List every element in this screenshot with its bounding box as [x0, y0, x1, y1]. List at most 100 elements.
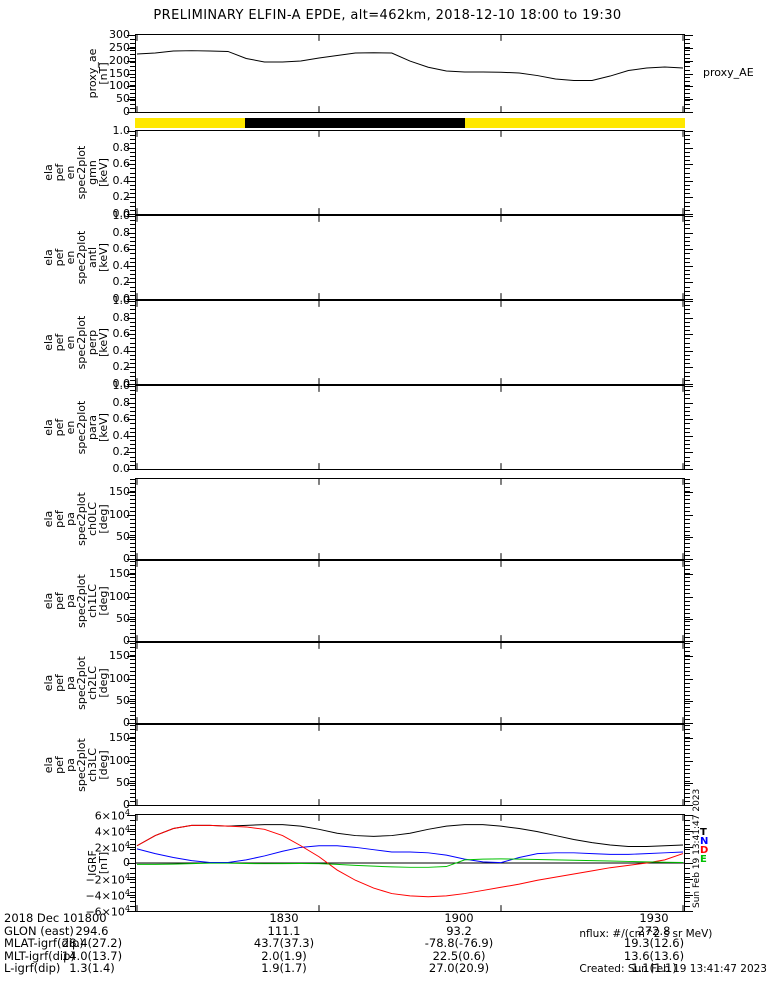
- ytick-mark: [685, 847, 693, 848]
- ytick-minor: [685, 50, 690, 51]
- ytick-minor: [685, 228, 690, 229]
- ytick-minor: [685, 765, 690, 766]
- axis-title-igrf: IGRF [nT]: [86, 814, 110, 912]
- ytick-minor: [130, 148, 135, 149]
- axis-title-line: [deg]: [97, 750, 110, 780]
- ytick-minor: [130, 66, 135, 67]
- ytick-minor: [130, 305, 135, 306]
- ytick-mark: [685, 61, 693, 62]
- ephemeris-table: 2018 Dec 10 1800 1830 1900 1930 GLON (east) 29…: [4, 912, 772, 975]
- ytick-minor: [685, 351, 690, 352]
- ytick-minor: [130, 428, 135, 429]
- table-cell: -78.8(-76.9): [424, 936, 494, 951]
- ytick-minor: [130, 173, 135, 174]
- ytick-minor: [685, 330, 690, 331]
- ytick-label-igrf-3: 0: [38, 857, 130, 868]
- ytick-label-pa_ch1lc-3: 0: [38, 635, 130, 646]
- ytick-minor: [685, 519, 690, 520]
- ytick-minor: [130, 499, 135, 500]
- ytick-minor: [685, 202, 690, 203]
- ytick-minor: [130, 347, 135, 348]
- ytick-minor: [130, 407, 135, 408]
- ytick-minor: [685, 85, 690, 86]
- ytick-minor: [130, 448, 135, 449]
- ytick-label-igrf-4: −2×104: [85, 872, 130, 887]
- ytick-minor: [130, 432, 135, 433]
- ytick-minor: [130, 131, 135, 132]
- ytick-minor: [685, 216, 690, 217]
- ytick-minor: [130, 543, 135, 544]
- ytick-minor: [130, 687, 135, 688]
- ytick-minor: [130, 667, 135, 668]
- ytick-label-en_para-2: 0.6: [112, 412, 131, 426]
- ytick-minor: [130, 220, 135, 221]
- ytick-minor: [685, 777, 690, 778]
- axis-title-proxy_ae: proxy_ae [nT]: [86, 34, 110, 113]
- table-cell: 93.2: [446, 923, 472, 938]
- ytick-minor: [685, 761, 690, 762]
- ytick-minor: [685, 613, 690, 614]
- ytick-minor: [685, 43, 690, 44]
- ytick-minor: [685, 428, 690, 429]
- ytick-minor: [685, 551, 690, 552]
- table-cell: 14.0(13.7): [61, 948, 123, 963]
- ytick-minor: [130, 707, 135, 708]
- ytick-minor: [130, 224, 135, 225]
- ytick-minor: [685, 347, 690, 348]
- ytick-minor: [130, 139, 135, 140]
- ytick-minor: [685, 237, 690, 238]
- igrf-legend-item-D: D: [700, 845, 709, 856]
- ytick-minor: [130, 733, 135, 734]
- table-row-label: 2018 Dec 10: [4, 911, 78, 925]
- ytick-minor: [685, 54, 690, 55]
- ytick-minor: [130, 152, 135, 153]
- ytick-label-en_gmn-3: 0.4: [112, 173, 131, 187]
- ytick-minor: [130, 777, 135, 778]
- footer-notes: nflux: #/(cm^2 s sr MeV) Created: Sun Fe…: [579, 906, 767, 998]
- ytick-minor: [685, 491, 690, 492]
- ytick-minor: [130, 749, 135, 750]
- ytick-minor: [130, 569, 135, 570]
- ytick-minor: [130, 873, 135, 874]
- ytick-mark: [127, 701, 135, 702]
- ytick-minor: [130, 617, 135, 618]
- ytick-minor: [685, 380, 690, 381]
- ytick-minor: [130, 781, 135, 782]
- ytick-minor: [685, 343, 690, 344]
- ytick-label-pa_ch0lc-1: 100: [109, 507, 130, 521]
- table-cell: 22.5(0.6): [432, 948, 486, 963]
- ytick-minor: [685, 160, 690, 161]
- ytick-minor: [130, 621, 135, 622]
- ytick-minor: [130, 70, 135, 71]
- ytick-minor: [130, 551, 135, 552]
- ytick-label-en_antl-4: 0.2: [112, 275, 131, 289]
- axis-title-line: [deg]: [97, 504, 110, 534]
- ytick-minor: [130, 609, 135, 610]
- ytick-minor: [130, 237, 135, 238]
- ytick-minor: [130, 318, 135, 319]
- ytick-minor: [130, 651, 135, 652]
- ytick-minor: [685, 882, 690, 883]
- ytick-minor: [130, 671, 135, 672]
- ytick-minor: [685, 839, 690, 840]
- ytick-minor: [130, 197, 135, 198]
- ytick-minor: [685, 469, 690, 470]
- ytick-minor: [130, 573, 135, 574]
- ytick-label-pa_ch3lc-3: 0: [38, 799, 130, 810]
- ytick-minor: [130, 241, 135, 242]
- ytick-minor: [685, 531, 690, 532]
- ytick-minor: [130, 156, 135, 157]
- ytick-minor: [130, 887, 135, 888]
- ytick-minor: [685, 605, 690, 606]
- ytick-minor: [130, 561, 135, 562]
- ytick-minor: [685, 457, 690, 458]
- ytick-label-en_antl-2: 0.6: [112, 242, 131, 256]
- ytick-minor: [685, 801, 690, 802]
- ytick-minor: [130, 62, 135, 63]
- ytick-minor: [685, 313, 690, 314]
- table-cell: 1930: [639, 911, 669, 925]
- ytick-minor: [130, 849, 135, 850]
- ytick-minor: [130, 597, 135, 598]
- ytick-minor: [685, 220, 690, 221]
- ytick-minor: [130, 452, 135, 453]
